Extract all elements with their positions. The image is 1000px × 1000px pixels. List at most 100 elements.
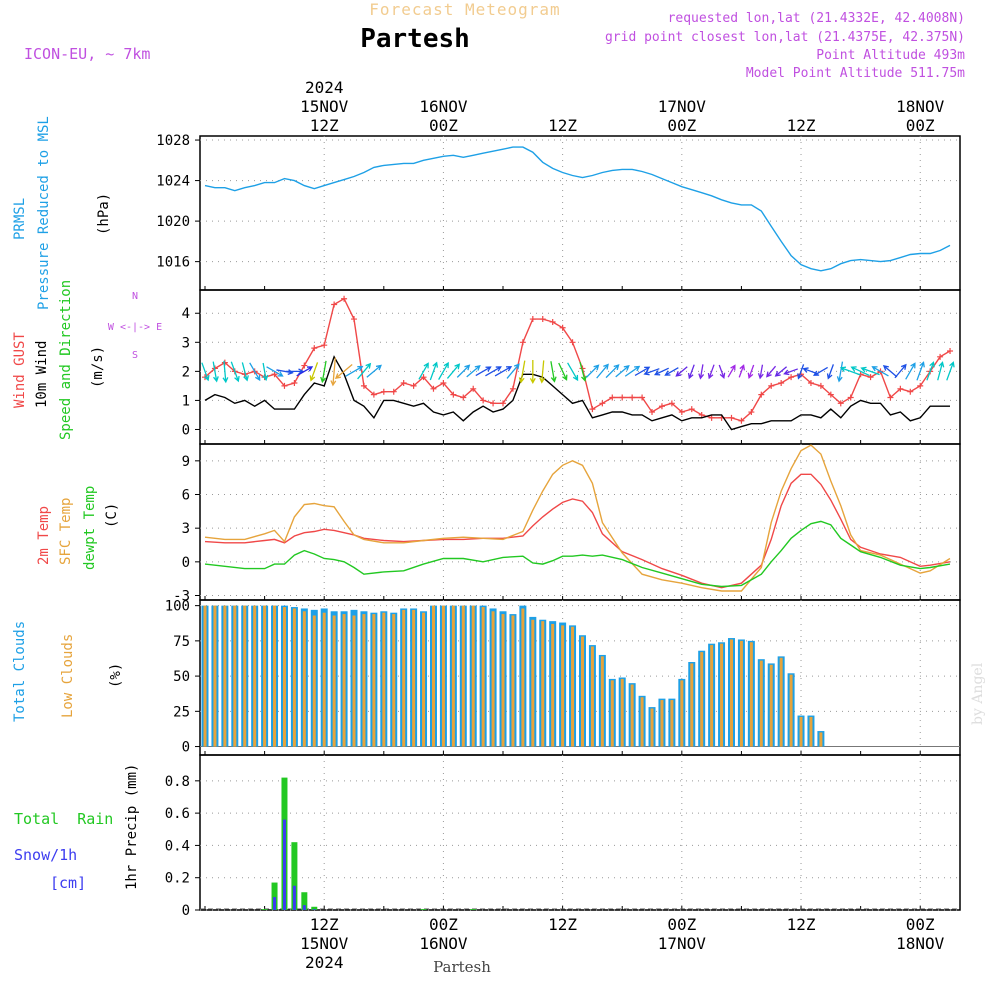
wind-arrow xyxy=(926,361,935,381)
gust-marker xyxy=(331,301,338,308)
wind-arrow xyxy=(222,360,229,384)
prmsl-label: PRMSL xyxy=(12,198,28,240)
wind-arrow xyxy=(738,364,746,378)
prmsl-desc-label: Pressure Reduced to MSL xyxy=(36,116,52,310)
bottom-time-label: 18NOV xyxy=(896,934,945,953)
total-cloud-label: Total Clouds xyxy=(12,621,28,722)
requested-coords: requested lon,lat (21.4332E, 42.4008N) xyxy=(668,11,965,26)
wind-arrow xyxy=(882,365,898,378)
bar-low-clouds xyxy=(292,608,296,747)
bar-low-clouds xyxy=(491,611,495,747)
series-line-10m-wind xyxy=(204,355,950,431)
bottom-time-label: 15NOV xyxy=(300,934,349,953)
wind-arrow xyxy=(249,362,261,382)
y-tick-label: 0.8 xyxy=(165,774,190,790)
bar-low-clouds xyxy=(600,656,604,747)
bar-low-clouds xyxy=(412,609,416,747)
top-time-label: 12Z xyxy=(548,116,577,135)
gust-marker xyxy=(509,385,516,392)
gust-marker xyxy=(301,362,308,369)
gust-marker xyxy=(827,391,834,398)
wind-arrow xyxy=(894,363,907,379)
compass-west-east: W <-|-> E xyxy=(108,322,162,333)
bottom-time-label: 12Z xyxy=(548,915,577,934)
wind-arrow xyxy=(698,364,705,380)
gust-marker xyxy=(480,397,487,404)
gust-marker xyxy=(609,394,616,401)
bar-total-rain xyxy=(301,892,308,910)
y-tick-label: 100 xyxy=(165,599,190,615)
wind-arrow xyxy=(334,364,353,380)
bar-low-clouds xyxy=(461,605,465,747)
gust-marker xyxy=(490,400,497,407)
grid-point-coords: grid point closest lon,lat (21.4375E, 42… xyxy=(605,30,965,45)
y-tick-label: 1 xyxy=(182,393,190,409)
bar-low-clouds xyxy=(729,639,733,747)
y-tick-label: 75 xyxy=(173,634,190,650)
cloud-unit: (%) xyxy=(108,663,124,688)
gust-marker xyxy=(639,394,646,401)
gust-marker xyxy=(400,379,407,386)
wind-arrow xyxy=(309,362,319,382)
gust-marker xyxy=(529,316,536,323)
gust-marker xyxy=(390,388,397,395)
wind-labels: Wind GUST 10m Wind Speed and Direction (… xyxy=(12,280,162,440)
gust-marker xyxy=(281,382,288,389)
y-tick-label: 1024 xyxy=(156,174,190,190)
precip-labels: Total Rain Snow/1h [cm] 1hr Precip (mm) xyxy=(14,764,140,892)
bar-low-clouds xyxy=(809,716,813,747)
y-tick-label: 1016 xyxy=(156,255,190,271)
gust-marker xyxy=(360,382,367,389)
wind-arrow xyxy=(438,361,449,380)
bottom-time-label: 17NOV xyxy=(658,934,707,953)
y-tick-label: 1028 xyxy=(156,133,190,149)
wind-arrow xyxy=(320,360,327,384)
wind-arrow xyxy=(850,366,870,377)
plot-area: 1016 1020 1024 1028 0 1 2 3 4 -3 0 3 6 9 0 25 50 75 100 0 0.… xyxy=(156,78,961,972)
bar-low-clouds xyxy=(372,614,376,747)
gust-marker xyxy=(768,382,775,389)
wind-arrow xyxy=(839,366,861,376)
top-time-label: 00Z xyxy=(429,116,458,135)
gust-marker xyxy=(559,324,566,331)
bar-low-clouds xyxy=(640,697,644,747)
wind-arrow xyxy=(707,364,715,380)
gust-marker xyxy=(748,409,755,416)
gust-marker xyxy=(440,379,447,386)
gust-marker xyxy=(937,353,944,360)
wind-arrow xyxy=(624,365,641,377)
gust-marker xyxy=(321,342,328,349)
wind-arrow xyxy=(276,369,294,375)
top-time-label: 12Z xyxy=(310,116,339,135)
bar-low-clouds xyxy=(431,605,435,747)
bar-low-clouds xyxy=(660,700,664,747)
wind-arrow xyxy=(201,362,210,382)
gust-marker xyxy=(807,379,814,386)
gust-marker xyxy=(311,345,318,352)
wind-arrow xyxy=(366,364,382,378)
wind-arrow xyxy=(812,366,828,376)
snow-label: Snow/1h xyxy=(14,846,77,864)
model-label: ICON-EU, ~ 7km xyxy=(24,45,150,63)
wind-arrow xyxy=(529,360,536,385)
gust-marker xyxy=(619,394,626,401)
wind-arrow xyxy=(285,368,305,375)
bar-low-clouds xyxy=(819,732,823,747)
bar-low-clouds xyxy=(680,680,684,747)
wind-arrow xyxy=(230,361,240,383)
bar-low-clouds xyxy=(352,615,356,747)
gust-marker xyxy=(788,374,795,381)
wind-arrow xyxy=(596,363,609,379)
y-tick-label: 4 xyxy=(182,306,190,322)
bar-low-clouds xyxy=(471,605,475,747)
wind-arrow xyxy=(727,364,736,378)
gust-marker xyxy=(758,391,765,398)
bar-low-clouds xyxy=(273,605,277,747)
gust-marker xyxy=(410,382,417,389)
wind-arrow xyxy=(418,362,429,380)
bar-low-clouds xyxy=(690,663,694,747)
wind-arrow xyxy=(330,357,337,387)
bar-total-rain xyxy=(311,906,318,910)
gust-label: Wind GUST xyxy=(12,332,28,408)
